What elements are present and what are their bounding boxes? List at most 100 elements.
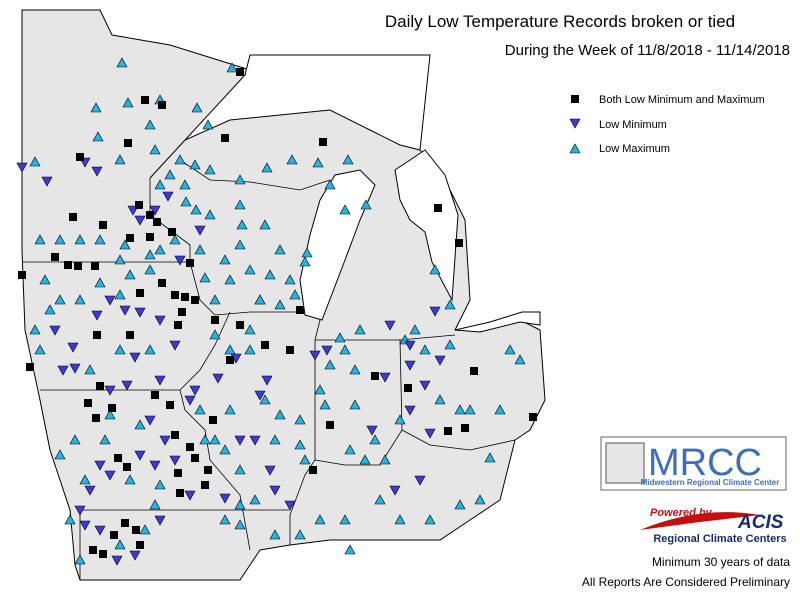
low-maximum-marker bbox=[360, 199, 372, 210]
low-minimum-marker bbox=[234, 435, 246, 446]
low-minimum-marker bbox=[67, 342, 79, 353]
low-maximum-marker bbox=[454, 404, 466, 415]
low-minimum-marker bbox=[16, 162, 28, 173]
low-maximum-marker bbox=[209, 434, 221, 445]
low-maximum-marker bbox=[154, 479, 166, 490]
low-minimum-marker bbox=[366, 425, 378, 436]
both-records-marker bbox=[26, 363, 34, 371]
low-maximum-marker bbox=[394, 414, 406, 425]
both-records-marker bbox=[108, 404, 116, 412]
low-minimum-marker bbox=[144, 415, 156, 426]
both-records-marker bbox=[136, 541, 144, 549]
low-maximum-marker bbox=[44, 304, 56, 315]
low-maximum-marker bbox=[199, 272, 211, 283]
low-minimum-marker bbox=[269, 485, 281, 496]
low-maximum-marker bbox=[94, 277, 106, 288]
low-maximum-marker bbox=[289, 289, 301, 300]
both-records-marker bbox=[74, 262, 82, 270]
low-maximum-marker bbox=[234, 239, 246, 250]
low-maximum-marker bbox=[144, 344, 156, 355]
both-records-marker bbox=[186, 259, 194, 267]
low-minimum-marker bbox=[189, 385, 201, 396]
both-records-marker bbox=[204, 466, 212, 474]
low-minimum-marker bbox=[94, 460, 106, 471]
low-minimum-marker bbox=[69, 363, 81, 374]
low-maximum-marker bbox=[54, 234, 66, 245]
low-minimum-marker bbox=[104, 470, 116, 481]
low-minimum-marker bbox=[104, 385, 116, 396]
low-minimum-marker bbox=[162, 191, 174, 202]
low-maximum-marker bbox=[261, 162, 273, 173]
low-maximum-marker bbox=[244, 264, 256, 275]
low-maximum-marker bbox=[64, 514, 76, 525]
low-maximum-marker bbox=[84, 364, 96, 375]
low-maximum-marker bbox=[409, 324, 421, 335]
low-maximum-marker bbox=[504, 344, 516, 355]
low-maximum-marker bbox=[174, 154, 186, 165]
low-minimum-marker bbox=[129, 550, 141, 561]
low-minimum-marker bbox=[212, 373, 224, 384]
low-maximum-marker bbox=[429, 264, 441, 275]
both-records-marker bbox=[209, 416, 217, 424]
footer-note: Minimum 30 years of data bbox=[652, 555, 790, 569]
both-records-marker bbox=[168, 228, 176, 236]
low-maximum-marker bbox=[342, 154, 354, 165]
low-maximum-marker bbox=[249, 494, 261, 505]
acis-sub: Regional Climate Centers bbox=[653, 533, 786, 545]
footer-note: All Reports Are Considered Preliminary bbox=[582, 575, 790, 589]
low-maximum-marker bbox=[394, 514, 406, 525]
low-maximum-marker bbox=[116, 57, 128, 68]
low-maximum-marker bbox=[149, 499, 161, 510]
logo-name: MRCC bbox=[648, 442, 762, 484]
low-maximum-marker bbox=[190, 204, 202, 215]
low-maximum-marker bbox=[124, 269, 136, 280]
low-maximum-marker bbox=[90, 102, 102, 113]
legend-label: Both Low Minimum and Maximum bbox=[599, 94, 765, 106]
low-minimum-marker bbox=[184, 490, 196, 501]
low-maximum-marker bbox=[299, 256, 311, 267]
low-maximum-marker bbox=[344, 544, 356, 555]
low-maximum-marker bbox=[274, 409, 286, 420]
low-minimum-marker bbox=[134, 215, 146, 226]
acis-powered: Powered by bbox=[650, 507, 713, 519]
legend: Both Low Minimum and Maximum Low Minimum… bbox=[569, 94, 765, 155]
both-records-marker bbox=[146, 233, 154, 241]
both-records-marker bbox=[99, 550, 107, 558]
low-minimum-marker bbox=[309, 350, 321, 361]
low-maximum-marker bbox=[114, 344, 126, 355]
low-maximum-marker bbox=[39, 274, 51, 285]
low-minimum-marker bbox=[169, 340, 181, 351]
low-maximum-marker bbox=[54, 294, 66, 305]
low-minimum-marker bbox=[219, 493, 231, 504]
low-maximum-marker bbox=[259, 394, 271, 405]
low-maximum-marker bbox=[454, 499, 466, 510]
both-records-marker bbox=[158, 101, 166, 109]
low-maximum-marker bbox=[29, 156, 41, 167]
low-maximum-marker bbox=[154, 179, 166, 190]
low-maximum-marker bbox=[334, 332, 346, 343]
logo-full: Midwestern Regional Climate Center bbox=[641, 478, 780, 487]
title: Daily Low Temperature Records broken or … bbox=[385, 12, 735, 31]
low-maximum-marker bbox=[374, 494, 386, 505]
both-records-marker bbox=[166, 401, 174, 409]
both-records-marker bbox=[211, 316, 219, 324]
low-maximum-marker bbox=[294, 414, 306, 425]
low-minimum-marker bbox=[321, 345, 333, 356]
low-maximum-marker bbox=[244, 344, 256, 355]
legend-square bbox=[571, 95, 579, 103]
low-minimum-marker bbox=[184, 395, 196, 406]
low-minimum-marker bbox=[154, 375, 166, 386]
low-maximum-marker bbox=[444, 339, 456, 350]
low-minimum-marker bbox=[134, 450, 146, 461]
both-records-marker bbox=[444, 427, 452, 435]
both-records-marker bbox=[191, 454, 199, 462]
low-maximum-marker bbox=[234, 199, 246, 210]
low-maximum-marker bbox=[349, 399, 361, 410]
low-maximum-marker bbox=[324, 359, 336, 370]
low-maximum-marker bbox=[29, 324, 41, 335]
legend-label: Low Minimum bbox=[599, 119, 667, 131]
both-records-marker bbox=[69, 213, 77, 221]
low-maximum-marker bbox=[254, 294, 266, 305]
low-maximum-marker bbox=[444, 299, 456, 310]
